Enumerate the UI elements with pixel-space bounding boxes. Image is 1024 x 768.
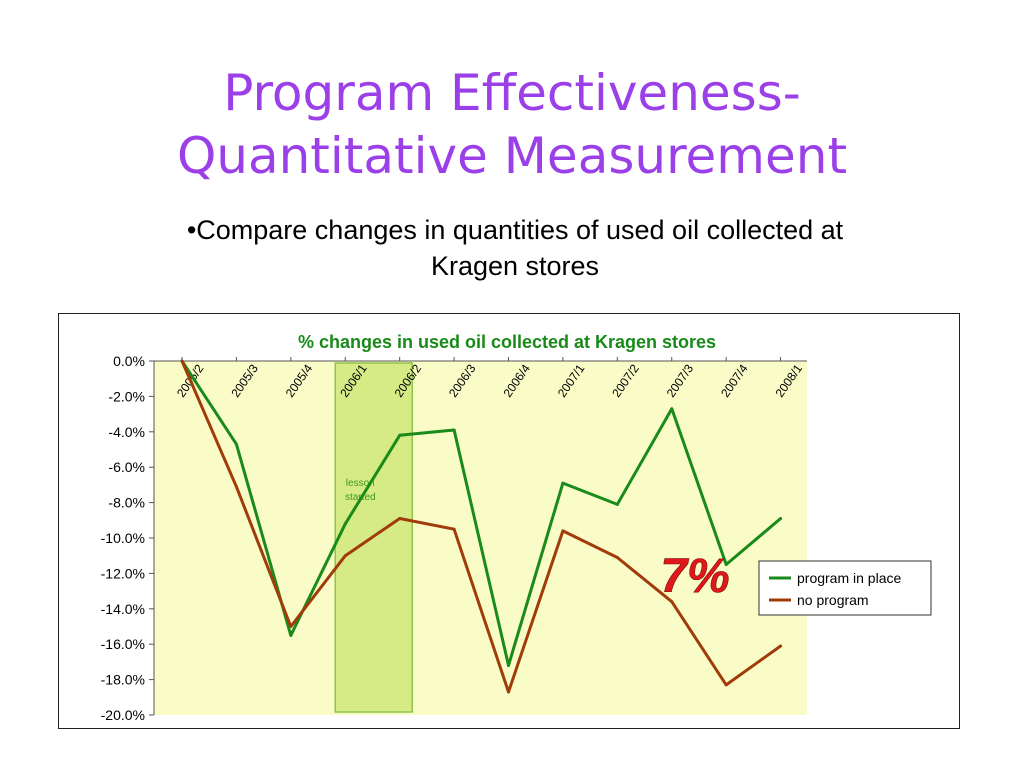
data-point <box>289 625 293 628</box>
data-point <box>779 517 783 521</box>
slide-title-line-2: Quantitative Measurement <box>176 127 848 185</box>
data-point <box>452 428 456 432</box>
data-point <box>561 481 565 485</box>
legend-label: no program <box>797 592 869 608</box>
line-chart: lessonstarted0.0%-2.0%-4.0%-6.0%-8.0%-10… <box>101 332 932 723</box>
data-point <box>724 683 728 687</box>
legend <box>758 560 932 616</box>
chart-frame: lesson started 0.0% -2.0% -4.0% -6.0% -8.0% -10… <box>58 313 960 729</box>
data-point <box>670 600 674 604</box>
y-tick-label: -2.0% <box>108 388 145 404</box>
data-point <box>615 502 619 506</box>
chart-title: % changes in used oil collected at Krage… <box>298 332 716 352</box>
data-point <box>452 527 456 531</box>
data-point <box>779 644 783 648</box>
y-tick-label: -16.0% <box>101 636 145 652</box>
y-tick-label: -4.0% <box>108 424 145 440</box>
bullet-text: •Compare changes in quantities of used o… <box>186 215 844 281</box>
lesson-label: lesson <box>346 478 375 489</box>
slide-title-line-1: Program Effectiveness- <box>223 64 801 122</box>
y-tick-label: -10.0% <box>101 530 145 546</box>
data-point <box>398 433 402 437</box>
data-point <box>507 690 510 694</box>
legend-label: program in place <box>797 570 901 586</box>
y-tick-label: -8.0% <box>108 495 145 511</box>
data-point <box>343 522 347 526</box>
data-point <box>180 359 184 363</box>
series-line-no-program <box>180 360 782 694</box>
data-point <box>561 529 565 533</box>
y-tick-label: -12.0% <box>101 565 145 581</box>
data-point <box>289 633 293 637</box>
data-point <box>234 442 238 446</box>
y-tick-label: -6.0% <box>108 459 145 475</box>
seven-percent-annotation: 7% <box>660 550 729 603</box>
data-point <box>343 554 347 558</box>
data-point <box>724 563 728 567</box>
data-point <box>615 555 619 559</box>
data-point <box>398 517 402 521</box>
data-point <box>670 407 674 411</box>
data-point <box>507 663 510 667</box>
data-point <box>234 485 238 489</box>
y-tick-label: -20.0% <box>101 707 145 723</box>
y-tick-label: -18.0% <box>101 672 145 688</box>
y-tick-label: 0.0% <box>113 353 145 369</box>
slide-title: Program Effectiveness- Quantitative Meas… <box>0 62 1024 188</box>
y-tick-label: -14.0% <box>101 601 145 617</box>
